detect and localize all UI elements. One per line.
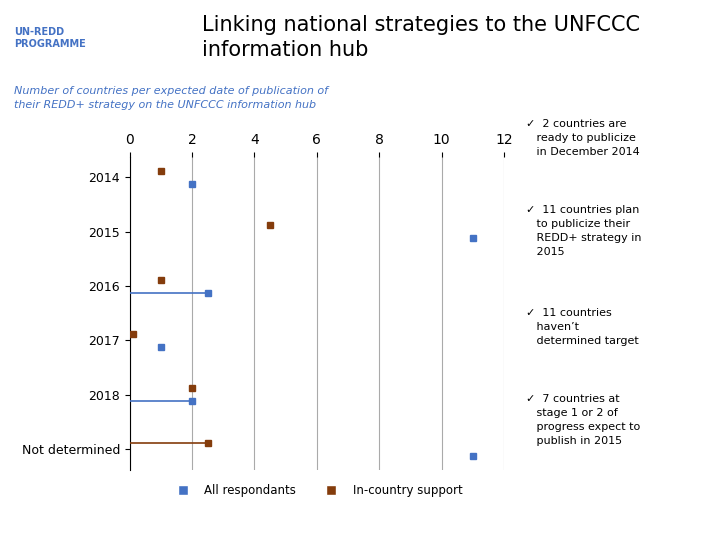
- Text: ✓  2 countries are
   ready to publicize
   in December 2014: ✓ 2 countries are ready to publicize in …: [526, 119, 639, 157]
- Text: ✓  11 countries plan
   to publicize their
   REDD+ strategy in
   2015: ✓ 11 countries plan to publicize their R…: [526, 205, 641, 257]
- Text: ✓  11 countries
   haven’t
   determined target: ✓ 11 countries haven’t determined target: [526, 308, 639, 346]
- Text: ✓  7 countries at
   stage 1 or 2 of
   progress expect to
   publish in 2015: ✓ 7 countries at stage 1 or 2 of progres…: [526, 394, 640, 446]
- Text: Number of countries per expected date of publication of
their REDD+ strategy on : Number of countries per expected date of…: [14, 86, 328, 110]
- Text: UN-REDD
PROGRAMME: UN-REDD PROGRAMME: [14, 27, 86, 49]
- Legend: All respondants, In-country support: All respondants, In-country support: [166, 479, 467, 502]
- Text: Linking national strategies to the UNFCCC
information hub: Linking national strategies to the UNFCC…: [202, 16, 639, 60]
